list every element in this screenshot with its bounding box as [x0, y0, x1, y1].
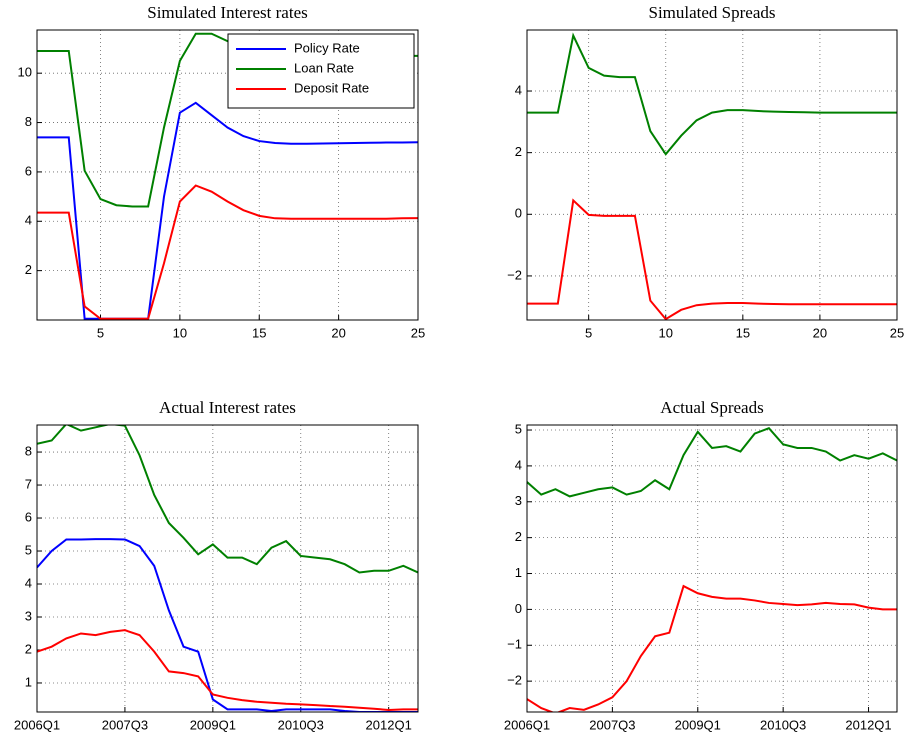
y-tick-label: 7 [25, 476, 32, 491]
y-tick-label: 0 [515, 206, 522, 221]
y-tick-label: 4 [515, 82, 522, 97]
y-tick-label: 2 [515, 144, 522, 159]
x-tick-label: 2006Q1 [504, 717, 550, 732]
panel: Simulated Interest rates 2 4 6 8 10 5 10 15 20 25 P… [18, 3, 426, 341]
x-tick-label: 2012Q1 [845, 717, 891, 732]
axes-box [36, 29, 419, 321]
y-tick-label: 10 [18, 65, 32, 80]
y-tick-label: 3 [515, 493, 522, 508]
y-tick-label: −1 [507, 637, 522, 652]
x-tick-label: 10 [659, 325, 673, 340]
legend: Policy Rate Loan Rate Deposit Rate [227, 33, 415, 109]
y-tick-label: 0 [515, 601, 522, 616]
x-tick-label: 20 [331, 325, 345, 340]
axes-box [36, 424, 419, 713]
series-line [527, 584, 897, 712]
chart-title: Simulated Spreads [648, 3, 775, 22]
series-line [527, 427, 897, 498]
y-tick-label: 4 [25, 213, 32, 228]
chart-title: Actual Interest rates [159, 398, 296, 417]
y-tick-label: 8 [25, 114, 32, 129]
y-tick-label: 1 [25, 674, 32, 689]
series-line [37, 425, 418, 574]
y-tick-label: 4 [515, 457, 522, 472]
x-tick-label: 2006Q1 [14, 717, 60, 732]
x-tick-label: 5 [585, 325, 592, 340]
x-tick-label: 2010Q3 [278, 717, 324, 732]
y-tick-label: 3 [25, 608, 32, 623]
y-tick-label: −2 [507, 267, 522, 282]
y-tick-label: 1 [515, 565, 522, 580]
x-tick-label: 10 [173, 325, 187, 340]
x-tick-label: 2009Q1 [190, 717, 236, 732]
y-tick-label: 2 [25, 262, 32, 277]
y-tick-label: 6 [25, 163, 32, 178]
x-tick-label: 20 [813, 325, 827, 340]
y-tick-label: −2 [507, 673, 522, 688]
y-tick-label: 6 [25, 509, 32, 524]
x-tick-label: 5 [97, 325, 104, 340]
panel: Actual Spreads −2 −1 0 1 2 3 4 5 2006Q1 2007Q3 2009… [504, 398, 898, 732]
x-tick-label: 2007Q3 [589, 717, 635, 732]
x-tick-label: 2009Q1 [675, 717, 721, 732]
chart-title: Actual Spreads [660, 398, 763, 417]
series-line [527, 32, 897, 156]
legend-box [227, 33, 415, 109]
panel: Simulated Spreads −2 0 2 4 5 10 15 20 25 [507, 3, 904, 341]
y-tick-label: 4 [25, 575, 32, 590]
y-tick-label: 5 [25, 542, 32, 557]
series-line [37, 538, 418, 712]
x-tick-label: 2010Q3 [760, 717, 806, 732]
y-tick-label: 2 [25, 641, 32, 656]
panel: Actual Interest rates 1 2 3 4 5 6 7 8 2006Q1 2007Q… [14, 398, 419, 732]
x-tick-label: 2007Q3 [102, 717, 148, 732]
axes-box [526, 29, 898, 321]
x-tick-label: 15 [252, 325, 266, 340]
x-tick-label: 2012Q1 [366, 717, 412, 732]
series-line [527, 198, 897, 320]
y-tick-label: 2 [515, 529, 522, 544]
x-tick-label: 25 [890, 325, 904, 340]
legend-label: Deposit Rate [294, 80, 369, 95]
y-tick-label: 8 [25, 443, 32, 458]
series-line [37, 101, 418, 320]
y-tick-label: 5 [515, 421, 522, 436]
axes-box [526, 424, 898, 713]
legend-label: Loan Rate [294, 60, 354, 75]
series-line [37, 184, 418, 320]
series-line [37, 629, 418, 712]
chart-title: Simulated Interest rates [147, 3, 308, 22]
x-tick-label: 15 [736, 325, 750, 340]
legend-label: Policy Rate [294, 40, 360, 55]
x-tick-label: 25 [411, 325, 425, 340]
